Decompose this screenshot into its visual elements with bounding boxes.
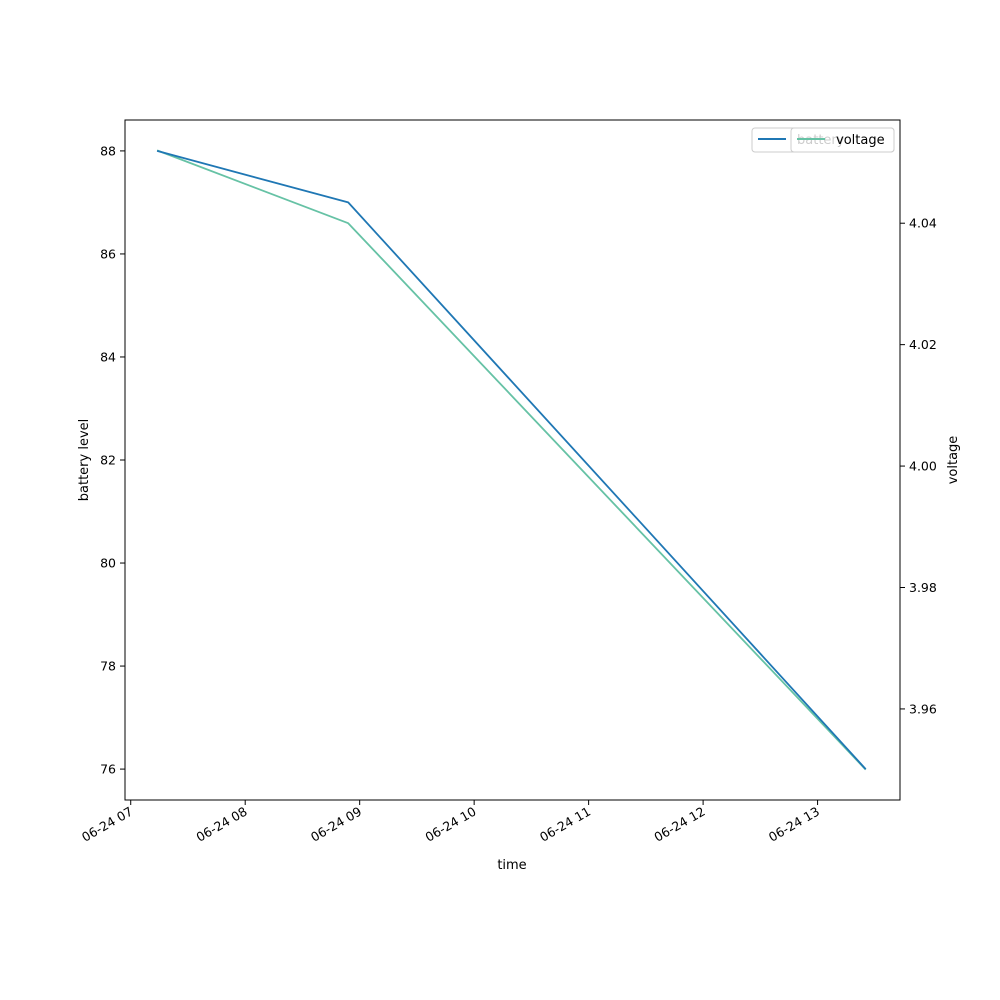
y-axis-right: 3.96 3.98 4.00 4.02 4.04 [900,216,937,716]
series-line-voltage [156,149,867,771]
x-axis: 06-24 07 06-24 08 06-24 09 06-24 10 06-24 11… [79,800,822,845]
plot-area [125,120,900,800]
legend-voltage-label: voltage [836,133,885,148]
y-left-tick-label: 88 [100,143,116,158]
y-right-tick-label: 3.98 [909,580,937,595]
y-left-tick-label: 82 [100,453,116,468]
y-right-tick-label: 4.00 [909,459,937,474]
y-right-tick-label: 4.04 [909,216,937,231]
x-tick-label: 06-24 08 [194,804,250,845]
x-axis-title: time [497,858,526,873]
legend-voltage: voltage [790,127,895,153]
x-tick-label: 06-24 09 [308,804,364,845]
y-right-tick-label: 3.96 [909,701,937,716]
x-tick-label: 06-24 11 [537,804,593,845]
y-axis-left-title: battery level [77,419,92,502]
series-line-battery [156,150,867,770]
y-left-tick-label: 80 [100,556,116,571]
y-left-tick-label: 86 [100,246,116,261]
y-left-tick-label: 76 [100,762,116,777]
x-tick-label: 06-24 10 [422,804,478,845]
y-axis-left: 76 78 80 82 84 86 88 [100,143,125,777]
x-tick-label: 06-24 12 [651,804,707,845]
y-left-tick-label: 84 [100,349,116,364]
y-axis-right-title: voltage [946,436,961,485]
y-left-tick-label: 78 [100,659,116,674]
y-right-tick-label: 4.02 [909,337,937,352]
legend-voltage-frame [790,127,895,153]
x-tick-label: 06-24 13 [766,804,822,845]
series-layer [156,149,867,771]
x-tick-label: 06-24 07 [79,804,135,845]
